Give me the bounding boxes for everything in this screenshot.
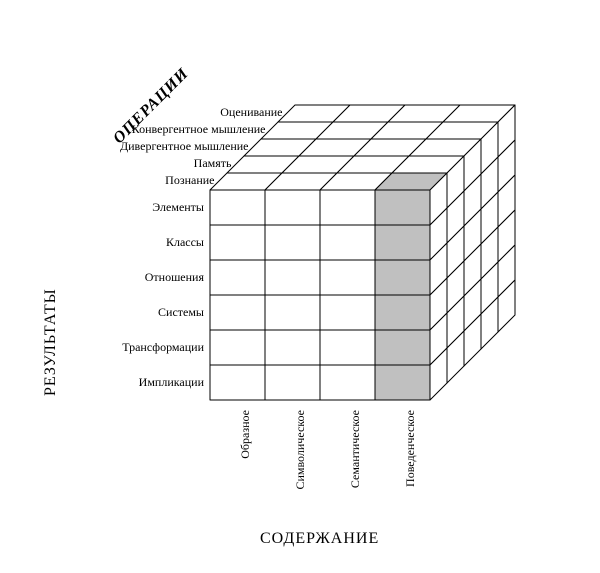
op-label-0: Познание <box>165 173 214 188</box>
col-label-1: Символическое <box>293 410 308 510</box>
col-label-0: Образное <box>238 410 253 510</box>
op-label-3: Конвергентное мышление <box>132 122 266 137</box>
row-label-2: Отношения <box>145 270 204 285</box>
cube-diagram: РЕЗУЛЬТАТЫ СОДЕРЖАНИЕ ОПЕРАЦИИ ЭлементыК… <box>0 0 600 573</box>
op-label-4: Оценивание <box>220 105 282 120</box>
op-label-1: Память <box>194 156 232 171</box>
row-label-4: Трансформации <box>122 340 204 355</box>
row-label-1: Классы <box>166 235 204 250</box>
op-label-2: Дивергентное мышление <box>120 139 249 154</box>
row-label-3: Системы <box>158 305 204 320</box>
axis-title-contents: СОДЕРЖАНИЕ <box>260 530 379 548</box>
axis-title-results: РЕЗУЛЬТАТЫ <box>42 288 60 396</box>
row-label-0: Элементы <box>152 200 204 215</box>
col-label-3: Поведенческое <box>403 410 418 510</box>
row-label-5: Импликации <box>139 375 204 390</box>
col-label-2: Семантическое <box>348 410 363 510</box>
